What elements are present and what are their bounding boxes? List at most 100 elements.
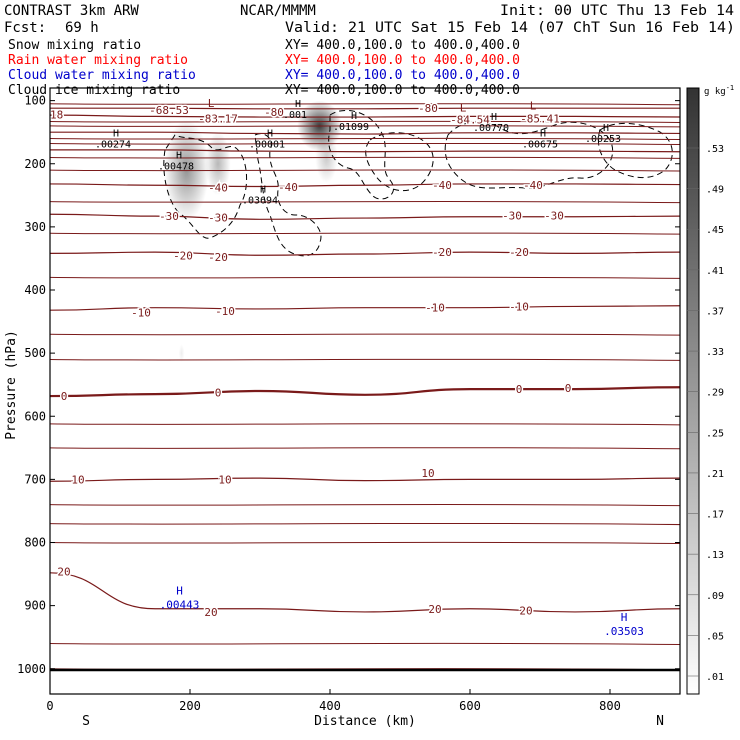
- contour-label: -80: [418, 102, 438, 115]
- init-time: Init: 00 UTC Thu 13 Feb 14: [500, 3, 734, 19]
- x-axis-label: Distance (km): [314, 714, 416, 729]
- high-value: .00001: [249, 140, 285, 151]
- dashed-contour: [444, 121, 614, 189]
- high-value: .00675: [522, 140, 558, 151]
- colorbar-tick-label: .49: [706, 185, 724, 196]
- high-marker: H: [351, 111, 357, 122]
- high-value: .01099: [333, 122, 369, 133]
- temperature-contour-minor: [50, 169, 680, 172]
- y-tick-label: 900: [24, 599, 46, 613]
- colorbar: g kg-1 .01 .05 .09 .13 .17 .21 .25 .29 .33 .37 .41…: [686, 84, 734, 695]
- legend-label: Snow mixing ratio: [8, 38, 141, 53]
- contour-label: 20: [57, 566, 70, 579]
- dashed-contour: [597, 122, 673, 178]
- contour-label: -30: [208, 211, 228, 224]
- y-tick-label: 300: [24, 220, 46, 234]
- y-tick-label: 100: [24, 94, 46, 108]
- temperature-contour--10: [50, 305, 680, 311]
- x-tick-label: 800: [599, 699, 621, 713]
- temperature-contour--60: [50, 114, 680, 118]
- contour-label: -20: [509, 246, 529, 259]
- contour-labels: -68.53 -83.17 -84.54 -85.41 -80 -80 -40 -40 -40 -…: [37, 97, 644, 638]
- contour-label: -10: [215, 305, 235, 318]
- mixing-ratio-blob: [164, 119, 209, 221]
- mixing-ratio-blob: [178, 344, 185, 362]
- y-tick-label: 800: [24, 536, 46, 550]
- contour-label: -10: [131, 307, 151, 320]
- colorbar-tick-label: .29: [706, 388, 724, 399]
- high-value: .00274: [95, 140, 131, 151]
- plot-frame: [49, 87, 681, 695]
- contour-label: -83.17: [198, 112, 238, 125]
- x-tick-label: 600: [459, 699, 481, 713]
- temperature-contour--80: [50, 107, 680, 110]
- field-legend: Snow mixing ratio XY= 400.0,100.0 to 400.…: [8, 38, 520, 98]
- y-tick-label: 200: [24, 157, 46, 171]
- contour-label: -40: [523, 179, 543, 192]
- mixing-ratio-blob: [205, 132, 231, 196]
- dashed-contour: [254, 133, 322, 257]
- temperature-contour-minor: [50, 541, 680, 544]
- temperature-contour-10: [50, 477, 680, 482]
- colorbar-tick-label: .37: [706, 306, 724, 317]
- temperature-contour--50: [50, 131, 680, 135]
- temperature-contour-minor: [50, 522, 680, 526]
- temperature-contour-20: [50, 572, 680, 613]
- contour-label: 10: [421, 467, 434, 480]
- x-end-label-north: N: [656, 714, 664, 729]
- y-axis-label: Pressure (hPa): [4, 330, 19, 440]
- high-value: .00478: [158, 162, 194, 173]
- cloud-water-high-value: .00443: [160, 598, 200, 611]
- high-value: .03694: [242, 196, 278, 207]
- legend-xy: XY= 400.0,100.0 to 400.0,400.0: [285, 38, 520, 53]
- cloud-water-high-value: .03503: [604, 625, 644, 638]
- contour-label: 0: [516, 383, 523, 396]
- contour-label: 8.18: [37, 109, 64, 122]
- contour-label: -30: [544, 210, 564, 223]
- fcst-value: 69 h: [65, 20, 99, 36]
- contour-label: 20: [428, 603, 441, 616]
- legend-label: Cloud ice mixing ratio: [8, 83, 180, 98]
- y-tick-label: 1000: [17, 662, 46, 676]
- cloud-water-high-marker: H: [176, 584, 183, 597]
- contour-label: -40: [278, 181, 298, 194]
- contour-label: -10: [425, 302, 445, 315]
- temperature-contour--30: [50, 213, 680, 220]
- contour-label: -20: [173, 249, 193, 262]
- cloud-water-high-marker: H: [621, 611, 628, 624]
- temperature-contour-minor: [50, 447, 680, 450]
- temperature-contour-minor: [50, 333, 680, 336]
- x-tick-label: 400: [319, 699, 341, 713]
- contour-label: -40: [208, 182, 228, 195]
- valid-time: Valid: 21 UTC Sat 15 Feb 14 (07 ChT Sun …: [285, 20, 735, 36]
- y-tick-label: 700: [24, 472, 46, 486]
- high-value: .00770: [473, 123, 509, 134]
- contour-label: -30: [159, 210, 179, 223]
- high-marker: H: [113, 129, 119, 140]
- temperature-contour-minor: [50, 142, 680, 146]
- contour-label: 20: [519, 605, 532, 618]
- dashed-contour: [328, 109, 394, 200]
- temperature-contour-minor: [50, 232, 680, 235]
- y-tick-label: 400: [24, 283, 46, 297]
- dashed-contour: [365, 132, 434, 192]
- high-marker: H: [176, 151, 182, 162]
- legend-label: Rain water mixing ratio: [8, 53, 188, 68]
- colorbar-unit-text: g kg: [704, 87, 726, 97]
- colorbar-tick-label: .33: [706, 347, 724, 358]
- high-value: .00253: [585, 134, 621, 145]
- contour-label: 10: [218, 473, 231, 486]
- dashed-contour: [163, 134, 247, 239]
- contour-label: 10: [71, 473, 84, 486]
- contour-label: -85.41: [520, 112, 560, 125]
- y-tick-label: 500: [24, 346, 46, 360]
- temperature-contour-minor: [50, 423, 680, 426]
- colorbar-tick-label: .01: [706, 672, 724, 683]
- contour-label: -30: [502, 210, 522, 223]
- temperature-contour-minor: [50, 137, 680, 140]
- contour-label: 0: [565, 382, 572, 395]
- temperature-contour-minor: [50, 120, 680, 123]
- cloud-ice-contours: [163, 109, 673, 257]
- temperature-contour-minor: [50, 200, 680, 204]
